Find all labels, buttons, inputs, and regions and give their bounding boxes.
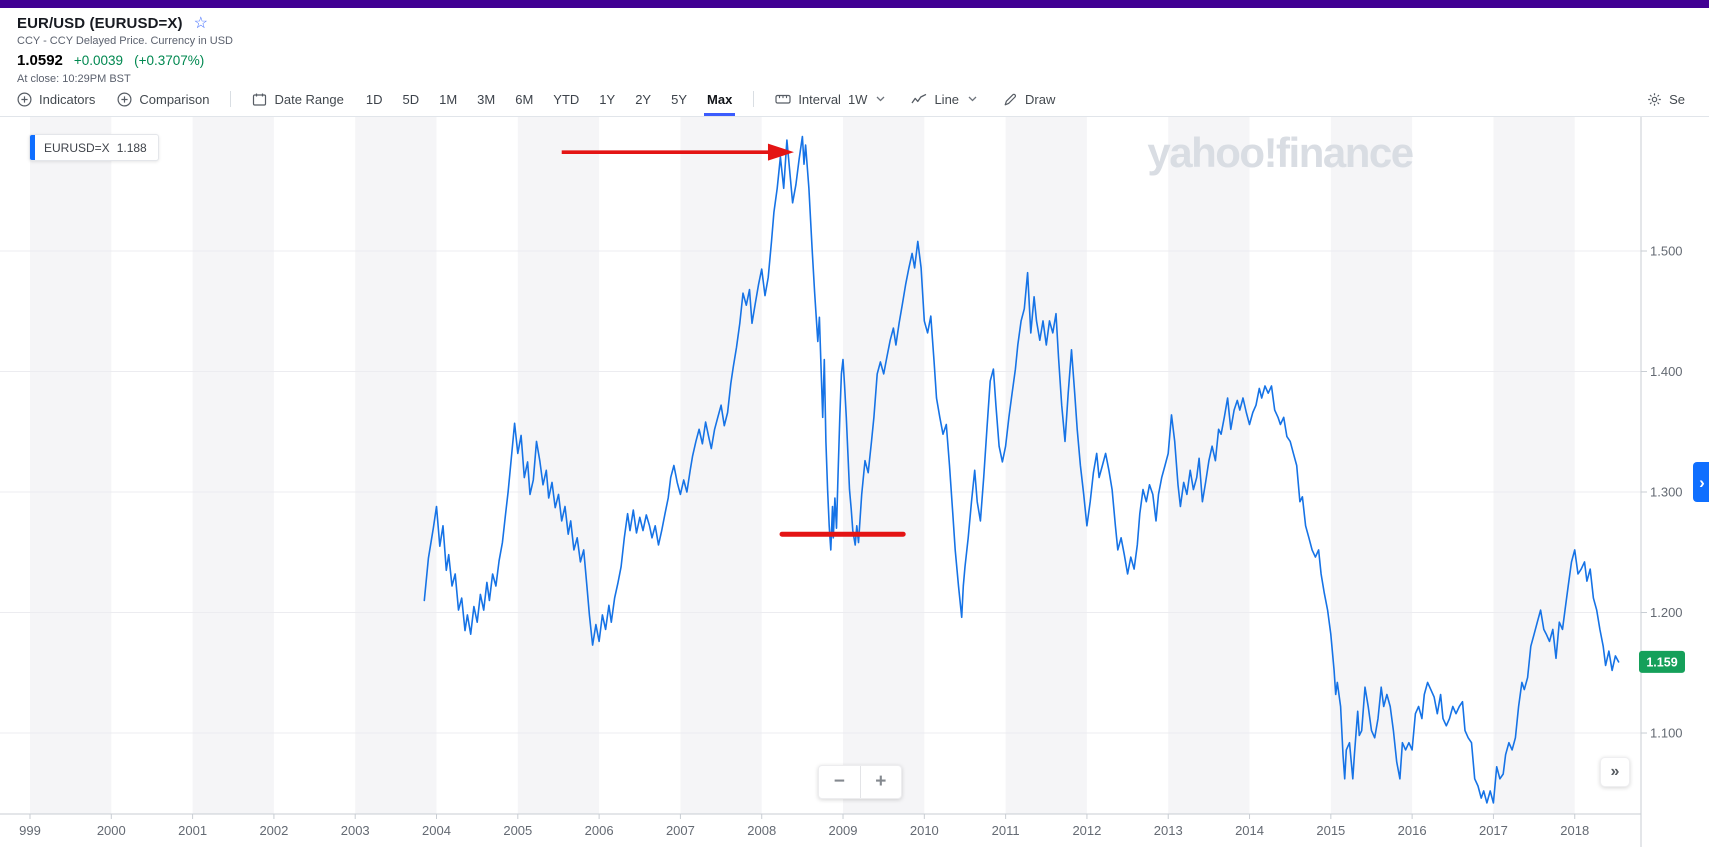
comparison-button[interactable]: Comparison bbox=[117, 82, 209, 116]
zoom-control: − + bbox=[818, 765, 902, 799]
range-button-2y[interactable]: 2Y bbox=[635, 82, 651, 116]
x-tick-label: 2016 bbox=[1398, 823, 1427, 838]
side-panel-toggle[interactable] bbox=[1693, 462, 1709, 502]
year-stripe bbox=[1493, 117, 1575, 814]
date-range-button[interactable]: Date Range bbox=[252, 82, 344, 116]
year-stripe bbox=[680, 117, 762, 814]
year-stripe bbox=[517, 117, 600, 814]
chart-type-selector[interactable]: Line bbox=[911, 82, 977, 116]
price-chart: yahoo!finance 999 2000 2001 2002 2003 2004 2005… bbox=[0, 117, 1709, 847]
series-color-bar bbox=[30, 135, 35, 160]
range-button-ytd[interactable]: YTD bbox=[553, 82, 579, 116]
chevron-down-icon bbox=[968, 96, 977, 102]
calendar-icon bbox=[253, 93, 267, 106]
range-button-1d[interactable]: 1D bbox=[366, 82, 383, 116]
interval-label: Interval bbox=[798, 91, 841, 107]
x-tick-label: 2014 bbox=[1235, 823, 1264, 838]
quote-subtitle: CCY - CCY Delayed Price. Currency in USD bbox=[17, 35, 233, 47]
x-tick-label: 2006 bbox=[585, 823, 614, 838]
x-tick-label: 2010 bbox=[910, 823, 939, 838]
date-range-label: Date Range bbox=[274, 91, 344, 107]
chart-area: yahoo!finance 999 2000 2001 2002 2003 2004 2005… bbox=[0, 117, 1709, 861]
range-button-5y[interactable]: 5Y bbox=[671, 82, 687, 116]
range-button-6m[interactable]: 6M bbox=[515, 82, 533, 116]
x-tick-label: 2017 bbox=[1479, 823, 1508, 838]
annotation-arrow-head bbox=[767, 143, 794, 161]
expand-chart-button[interactable]: » bbox=[1600, 757, 1630, 787]
y-tick-label: 1.300 bbox=[1650, 485, 1683, 500]
chart-toolbar: Indicators Comparison Date Range 1D 5D 1M 3… bbox=[0, 82, 1709, 117]
watermark-logo: yahoo!finance bbox=[1147, 129, 1412, 176]
year-stripe bbox=[30, 117, 112, 814]
line-chart-icon bbox=[911, 93, 927, 104]
range-button-3m[interactable]: 3M bbox=[477, 82, 495, 116]
x-tick-label: 2015 bbox=[1316, 823, 1345, 838]
price-change: +0.0039 bbox=[73, 53, 124, 68]
x-tick-label: 2011 bbox=[992, 823, 1020, 838]
range-buttons: 1D 5D 1M 3M 6M YTD 1Y 2Y 5Y Max bbox=[366, 82, 736, 116]
current-price: 1.0592 bbox=[17, 52, 63, 69]
range-button-1m[interactable]: 1M bbox=[439, 82, 457, 116]
x-tick-label: 2018 bbox=[1560, 823, 1589, 838]
y-tick-label: 1.500 bbox=[1650, 244, 1683, 259]
at-close-timestamp: At close: 10:29PM BST bbox=[17, 73, 131, 85]
x-tick-label: 2000 bbox=[97, 823, 126, 838]
x-tick-label: 2007 bbox=[666, 823, 695, 838]
x-tick-label: 2002 bbox=[259, 823, 288, 838]
zoom-out-button[interactable]: − bbox=[819, 766, 860, 798]
zoom-in-button[interactable]: + bbox=[859, 766, 902, 798]
x-tick-label: 2001 bbox=[178, 823, 207, 838]
y-tick-label: 1.200 bbox=[1650, 605, 1683, 620]
legend-value: 1.188 bbox=[116, 140, 147, 155]
chevron-right-icon: › bbox=[1699, 473, 1705, 492]
comparison-label: Comparison bbox=[139, 91, 210, 107]
x-tick-label: 2013 bbox=[1154, 823, 1183, 838]
x-tick-label: 2003 bbox=[341, 823, 370, 838]
range-button-max[interactable]: Max bbox=[703, 82, 736, 116]
y-tick-label: 1.100 bbox=[1650, 726, 1683, 741]
x-tick-label: 2009 bbox=[829, 823, 858, 838]
year-stripe bbox=[843, 117, 925, 814]
indicators-label: Indicators bbox=[39, 91, 96, 107]
x-tick-label: 2004 bbox=[422, 823, 451, 838]
year-stripe bbox=[1005, 117, 1087, 814]
interval-ruler-icon bbox=[775, 94, 791, 104]
brand-top-bar bbox=[0, 0, 1709, 8]
x-tick-label: 2005 bbox=[503, 823, 532, 838]
draw-button[interactable]: Draw bbox=[1003, 82, 1055, 116]
watchlist-star-icon[interactable]: ☆ bbox=[193, 14, 208, 32]
gear-icon bbox=[1648, 92, 1661, 106]
x-tick-label: 2008 bbox=[747, 823, 776, 838]
circle-plus-icon bbox=[117, 91, 132, 107]
pencil-icon bbox=[1004, 93, 1017, 105]
settings-label: Se bbox=[1669, 91, 1685, 107]
series-legend-chip[interactable]: EURUSD=X 1.188 bbox=[29, 134, 159, 161]
x-tick-label: 999 bbox=[19, 823, 41, 838]
quote-header: EUR/USD (EURUSD=X) ☆ CCY - CCY Delayed P… bbox=[0, 8, 1709, 85]
y-tick-label: 1.400 bbox=[1650, 364, 1683, 379]
last-price-badge-value: 1.159 bbox=[1646, 655, 1677, 669]
interval-value: 1W bbox=[847, 91, 868, 107]
draw-label: Draw bbox=[1025, 91, 1056, 107]
year-stripe bbox=[1330, 117, 1413, 814]
year-stripe bbox=[355, 117, 437, 814]
toolbar-divider bbox=[753, 91, 755, 107]
settings-button[interactable]: Se bbox=[1647, 82, 1685, 116]
price-line-series bbox=[423, 135, 1620, 804]
toolbar-divider bbox=[230, 91, 232, 107]
chart-type-label: Line bbox=[934, 91, 960, 107]
interval-selector[interactable]: Interval 1W bbox=[775, 82, 885, 116]
range-button-1y[interactable]: 1Y bbox=[599, 82, 615, 116]
price-change-percent: (+0.3707%) bbox=[134, 53, 205, 68]
range-button-5d[interactable]: 5D bbox=[402, 82, 419, 116]
last-price-badge bbox=[1639, 650, 1685, 673]
legend-symbol: EURUSD=X bbox=[44, 140, 110, 155]
circle-plus-icon bbox=[17, 91, 32, 107]
x-tick-label: 2012 bbox=[1072, 823, 1101, 838]
page-title: EUR/USD (EURUSD=X) bbox=[17, 15, 183, 32]
year-stripe bbox=[192, 117, 274, 814]
chevron-down-icon bbox=[876, 96, 885, 102]
indicators-button[interactable]: Indicators bbox=[17, 82, 95, 116]
